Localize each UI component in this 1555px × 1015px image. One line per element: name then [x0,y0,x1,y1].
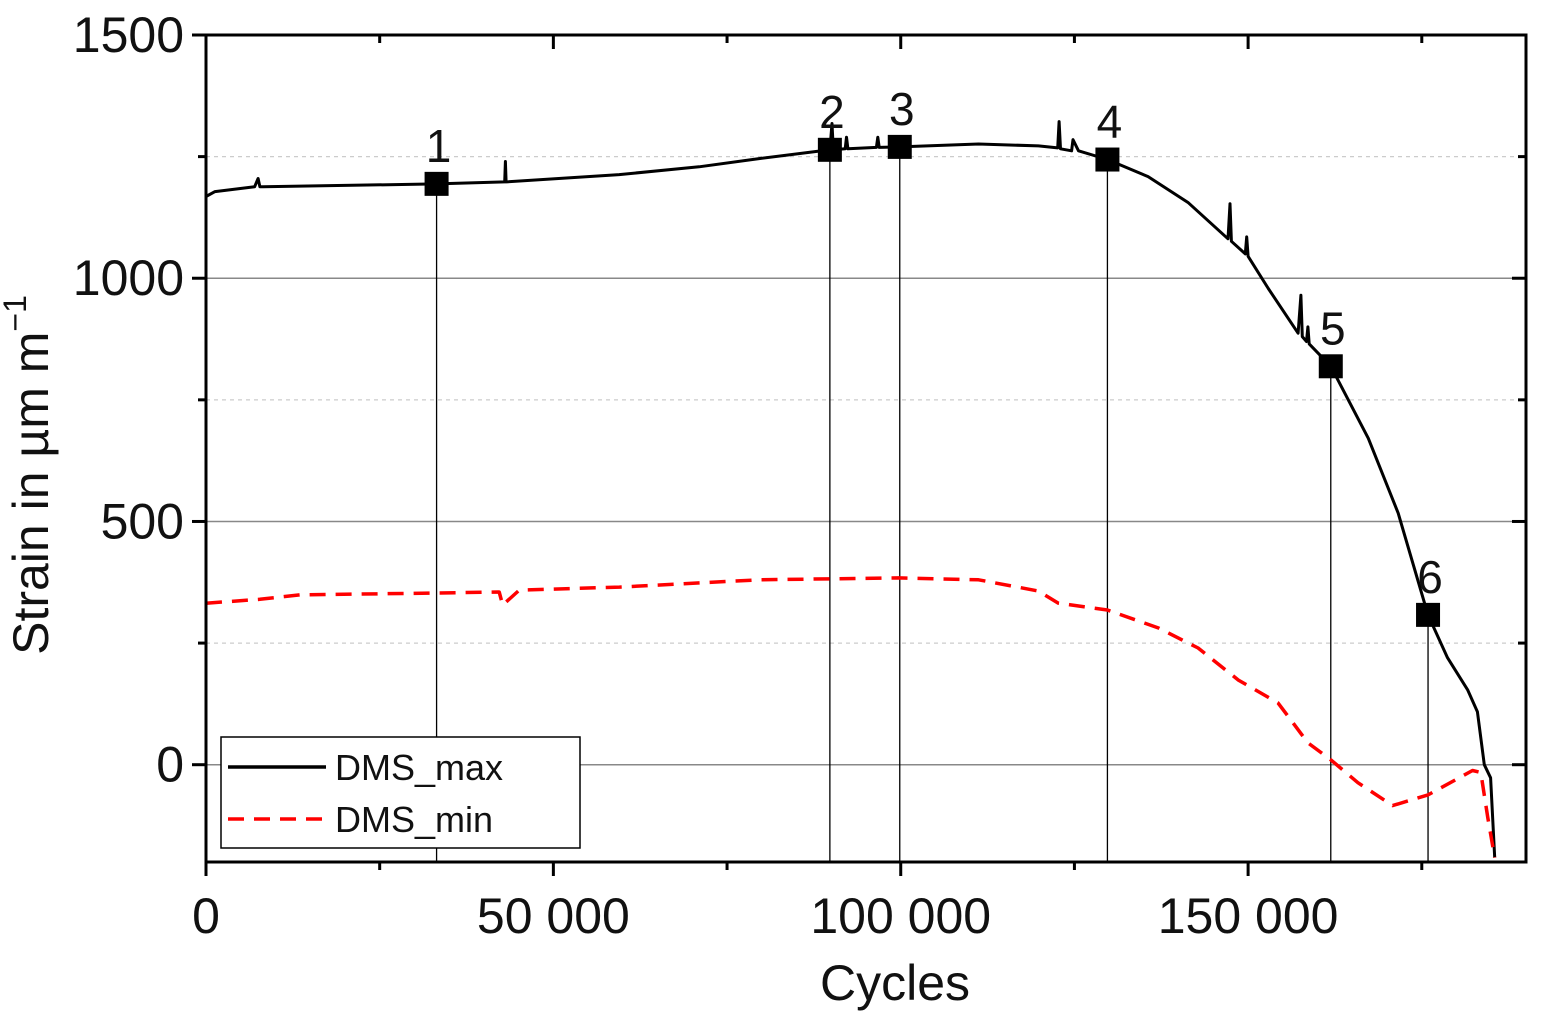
y-axis-label-main: Strain in µm m [3,332,59,655]
x-tick-label: 100 000 [810,888,991,944]
x-tick-label: 150 000 [1158,888,1339,944]
annotation-markers: 12 3 456 [424,83,1443,627]
annotation-label: 4 [1097,96,1123,148]
series-line-dms-min [205,576,1497,858]
legend-label-dms-min: DMS_min [335,799,493,840]
annotation-label: 6 [1417,551,1443,603]
y-tick-label: 1000 [73,250,184,306]
annotation-marker [1095,147,1120,172]
plot-frame [204,33,1528,864]
annotation-marker [817,137,842,162]
axes: 0 500 1000 1500 0 50 000 100 000 150 000 [73,7,1526,944]
legend: DMS_max DMS_min [220,736,581,849]
annotation-lines [435,146,1429,862]
annotation-label: 5 [1320,302,1346,354]
y-tick-label: 1500 [73,7,184,63]
annotation-marker [424,171,449,196]
annotation-label: 2 [819,86,845,138]
legend-box [220,736,581,849]
y-tick-label: 500 [101,493,184,549]
y-tick-label: 0 [156,737,184,793]
y-axis-label-superscript: −1 [0,295,33,331]
y-axis-label: Strain in µm m−1 [0,295,59,655]
annotation-label: 1 [426,120,452,172]
x-axis-label: Cycles [820,955,970,1011]
legend-label-dms-max: DMS_max [335,747,503,788]
annotation-marker [1416,602,1441,627]
annotation-marker [1318,354,1343,379]
x-tick-label: 50 000 [477,888,630,944]
annotation-marker [887,134,912,159]
x-tick-label: 0 [192,888,220,944]
grid [206,156,1526,766]
annotation-label: 3 [889,83,915,135]
